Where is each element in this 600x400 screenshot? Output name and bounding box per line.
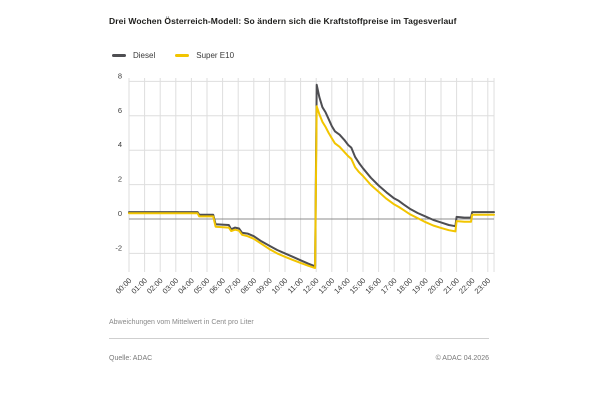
x-tick-label: 14:00 (332, 276, 352, 296)
legend-item-diesel: Diesel (112, 51, 155, 60)
diesel-line (128, 83, 495, 268)
diesel-line-swatch-icon (112, 54, 126, 57)
y-tick-label: 2 (118, 175, 122, 184)
x-tick-label: 17:00 (379, 276, 399, 296)
x-tick-label: 16:00 (363, 276, 383, 296)
source-text: Quelle: ADAC (109, 355, 153, 362)
x-tick-labels: 00:0001:0002:0003:0004:0005:0006:0007:00… (114, 276, 492, 296)
legend-label-diesel: Diesel (133, 51, 156, 60)
chart-footnote: Abweichungen vom Mittelwert in Cent pro … (109, 319, 254, 326)
x-tick-label: 23:00 (473, 276, 493, 296)
x-tick-label: 06:00 (207, 276, 227, 296)
x-tick-label: 05:00 (192, 276, 212, 296)
y-tick-label: 6 (118, 106, 122, 115)
x-tick-label: 09:00 (254, 276, 274, 296)
footer-divider (109, 338, 489, 339)
y-tick-label: 0 (118, 209, 122, 218)
chart-legend: Diesel Super E10 (112, 51, 234, 60)
x-tick-label: 07:00 (223, 276, 243, 296)
legend-item-super-e10: Super E10 (175, 51, 234, 60)
x-tick-label: 02:00 (145, 276, 165, 296)
x-tick-label: 13:00 (317, 276, 337, 296)
x-tick-label: 08:00 (239, 276, 259, 296)
x-tick-label: 22:00 (457, 276, 477, 296)
y-tick-labels: -2 0 2 4 6 8 (115, 71, 122, 252)
copyright-text: © ADAC 04.2026 (435, 355, 489, 362)
legend-label-super-e10: Super E10 (196, 51, 235, 60)
y-tick-label: -2 (115, 243, 122, 252)
super-e10-line (128, 105, 495, 269)
x-tick-label: 00:00 (114, 276, 134, 296)
x-tick-label: 01:00 (129, 276, 149, 296)
x-tick-label: 03:00 (161, 276, 181, 296)
x-tick-label: 20:00 (426, 276, 446, 296)
super-e10-line-swatch-icon (175, 54, 190, 57)
y-tick-label: 4 (118, 140, 122, 149)
x-tick-label: 04:00 (176, 276, 196, 296)
x-tick-label: 11:00 (286, 276, 305, 295)
x-tick-label: 21:00 (441, 276, 461, 296)
x-tick-label: 19:00 (410, 276, 430, 296)
x-gridlines (128, 78, 495, 272)
x-tick-label: 12:00 (301, 276, 321, 296)
x-tick-label: 10:00 (270, 276, 290, 296)
y-tick-label: 8 (118, 71, 122, 80)
x-tick-label: 15:00 (348, 276, 368, 296)
page-title: Drei Wochen Österreich-Modell: So ändern… (109, 16, 457, 26)
x-tick-label: 18:00 (395, 276, 415, 296)
